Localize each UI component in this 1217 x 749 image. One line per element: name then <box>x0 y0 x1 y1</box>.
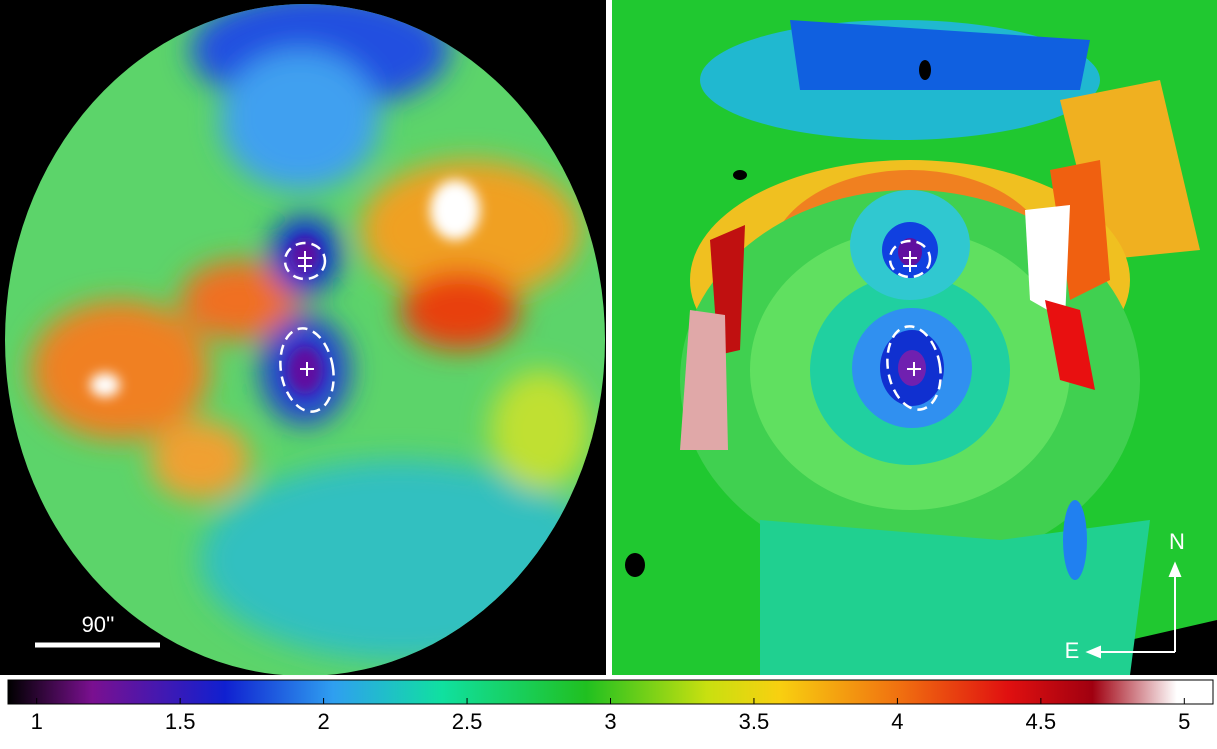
right-map <box>612 0 1217 675</box>
colorbar-tick-label: 2 <box>317 709 329 734</box>
right-ellipses <box>886 239 942 411</box>
compass-north: N <box>1169 529 1185 554</box>
left-crosses <box>298 251 314 376</box>
colorbar-tick-label: 3.5 <box>739 709 770 734</box>
right-crosses <box>903 251 921 376</box>
colorbar-tick-label: 4.5 <box>1026 709 1057 734</box>
colorbar-tick-label: 1 <box>31 709 43 734</box>
colorbar-tick-label: 4 <box>891 709 903 734</box>
colorbar-tick-label: 2.5 <box>452 709 483 734</box>
colorbar-tick-label: 1.5 <box>165 709 196 734</box>
colorbar-ticks: 1 1.5 2 2.5 3 3.5 4 4.5 5 <box>31 698 1190 734</box>
colorbar-tick-label: 5 <box>1178 709 1190 734</box>
compass <box>1085 561 1182 659</box>
compass-east: E <box>1065 638 1080 663</box>
scale-bar-label: 90'' <box>82 612 115 637</box>
left-ellipses <box>279 241 335 413</box>
colorbar-tick-label: 3 <box>604 709 616 734</box>
